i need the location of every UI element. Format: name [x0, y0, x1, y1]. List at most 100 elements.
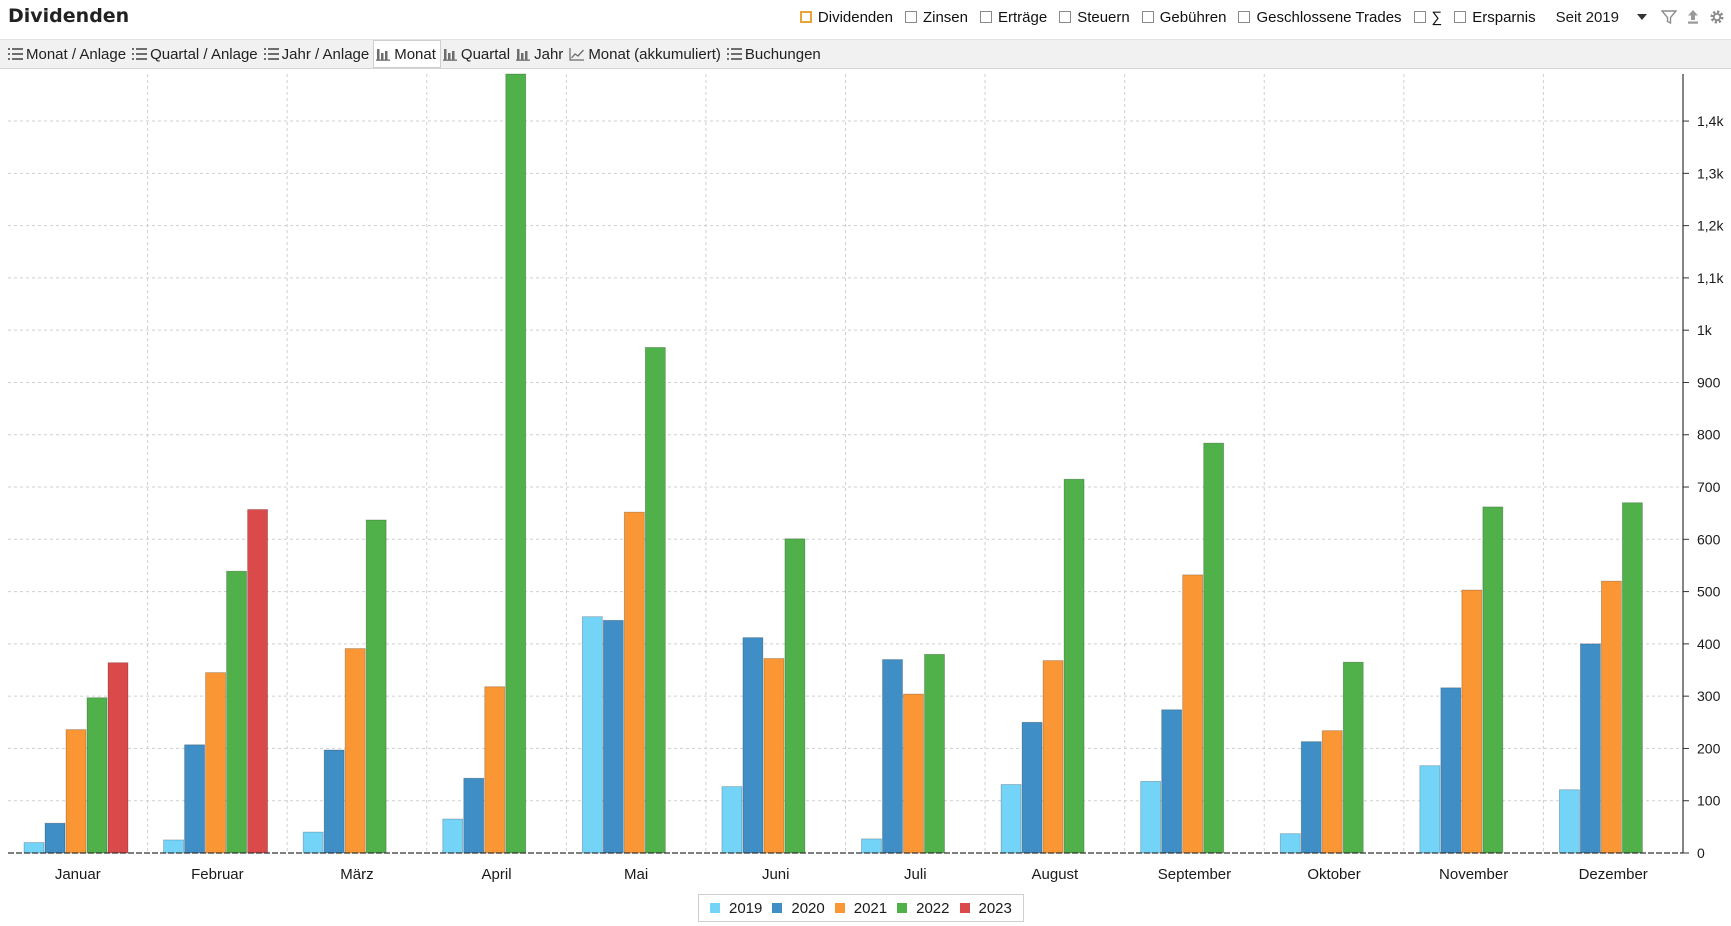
filter-label: Erträge: [998, 8, 1048, 26]
bar-februar-2020: 2020 Februar: 207: [184, 744, 205, 854]
filter-label: ∑: [1431, 8, 1443, 26]
filter-steuern[interactable]: Steuern: [1059, 9, 1130, 26]
bar-august-2021: 2021 August: 368: [1042, 660, 1064, 854]
x-tick-label: Februar: [191, 866, 244, 883]
chevron-down-icon: [1637, 14, 1647, 20]
checkbox-icon[interactable]: [1141, 11, 1154, 23]
tab-jahr-anlage[interactable]: Jahr / Anlage: [262, 40, 374, 68]
bar-september-2019: 2019 September: 137: [1140, 780, 1162, 854]
bar-april-2021: 2021 April: 318: [484, 686, 506, 854]
filter-dividenden[interactable]: Dividenden: [799, 8, 893, 26]
bar-juli-2020: 2020 Juli: 370: [882, 659, 903, 854]
bar-september-2021: 2021 September: 532: [1182, 574, 1204, 854]
bar-chart-icon: [516, 49, 531, 61]
tab-buchungen[interactable]: Buchungen: [725, 40, 825, 68]
bar-juli-2022: 2022 Juli: 380: [924, 653, 945, 854]
checkbox-icon[interactable]: [1059, 11, 1072, 23]
bar-november-2019: 2019 November: 167: [1419, 765, 1441, 854]
legend-item-2022[interactable]: 2022: [897, 899, 950, 917]
tab-monat[interactable]: Monat: [373, 40, 441, 68]
x-tick-label: Juni: [762, 866, 790, 883]
legend-swatch: [959, 903, 970, 913]
y-tick-label: 1,3k: [1697, 165, 1724, 181]
bar-januar-2023: 2023 Januar: 364: [107, 662, 129, 854]
tab-label: Jahr / Anlage: [281, 45, 370, 63]
tab-monat-akkumuliert[interactable]: Monat (akkumuliert): [567, 40, 725, 68]
bar-november-2021: 2021 November: 503: [1461, 589, 1483, 854]
checkbox-icon[interactable]: [1413, 11, 1426, 23]
filter-ersparnis[interactable]: Ersparnis: [1454, 8, 1536, 26]
y-tick-label: 700: [1697, 479, 1721, 495]
legend-label: 2021: [853, 899, 888, 917]
tab-label: Jahr: [534, 45, 564, 63]
bar-märz-2019: 2019 März: 40: [302, 831, 324, 854]
bar-mai-2019: 2019 Mai: 452: [581, 616, 603, 854]
bar-chart-icon: [376, 49, 391, 61]
filter-icon[interactable]: [1661, 9, 1677, 25]
x-tick-label: August: [1032, 866, 1080, 883]
period-dropdown[interactable]: Seit 2019: [1556, 9, 1647, 26]
top-bar: Dividenden Dividenden Zinsen Erträge Ste…: [0, 0, 1731, 36]
checkbox-icon[interactable]: [980, 11, 992, 23]
bar-märz-2022: 2022 März: 637: [365, 519, 387, 854]
x-tick-label: September: [1158, 866, 1231, 883]
y-tick-label: 1k: [1697, 322, 1713, 338]
bar-april-2020: 2020 April: 143: [463, 777, 485, 854]
legend-label: 2020: [791, 899, 825, 917]
tab-jahr[interactable]: Jahr: [514, 40, 567, 68]
bar-oktober-2020: 2020 Oktober: 213: [1300, 741, 1322, 854]
legend-item-2019[interactable]: 2019: [710, 900, 762, 917]
legend-label: 2022: [916, 899, 950, 917]
tab-quartal-anlage[interactable]: Quartal / Anlage: [130, 40, 262, 68]
bar-september-2020: 2020 September: 274: [1161, 709, 1183, 854]
tab-monat-anlage[interactable]: Monat / Anlage: [6, 40, 130, 68]
bar-märz-2020: 2020 März: 197: [323, 749, 345, 854]
bar-januar-2022: 2022 Januar: 297: [86, 697, 108, 854]
x-tick-label: Mai: [624, 866, 648, 883]
tab-quartal[interactable]: Quartal: [441, 40, 514, 68]
tab-label: Monat (akkumuliert): [588, 45, 721, 63]
y-tick-label: 300: [1697, 688, 1721, 704]
bar-februar-2021: 2021 Februar: 345: [205, 672, 226, 854]
legend-swatch: [897, 903, 908, 913]
bar-dezember-2022: 2022 Dezember: 670: [1622, 502, 1643, 854]
x-tick-label: März: [340, 866, 373, 883]
legend-swatch: [834, 903, 845, 913]
settings-icon[interactable]: [1709, 9, 1725, 25]
bar-juni-2020: 2020 Juni: 412: [742, 637, 764, 854]
bar-dezember-2021: 2021 Dezember: 520: [1601, 580, 1622, 854]
filter-zinsen[interactable]: Zinsen: [904, 9, 968, 26]
bar-juli-2019: 2019 Juli: 27: [861, 838, 882, 854]
checkbox-icon[interactable]: [904, 11, 917, 23]
checkbox-icon[interactable]: [1238, 11, 1251, 23]
legend-item-2020[interactable]: 2020: [772, 899, 825, 917]
bar-august-2022: 2022 August: 715: [1063, 478, 1085, 854]
legend-item-2023[interactable]: 2023: [959, 900, 1012, 917]
list-icon: [8, 48, 23, 60]
checkbox-icon[interactable]: [1454, 11, 1467, 23]
bar-mai-2020: 2020 Mai: 445: [602, 619, 624, 854]
filter-gebuehren[interactable]: Gebühren: [1141, 8, 1227, 26]
filter-summe[interactable]: ∑: [1413, 8, 1443, 26]
bar-juni-2019: 2019 Juni: 127: [721, 786, 743, 854]
y-tick-label: 600: [1697, 531, 1721, 547]
filter-ertraege[interactable]: Erträge: [980, 9, 1047, 26]
bar-september-2022: 2022 September: 784: [1203, 442, 1225, 854]
filter-label: Dividenden: [817, 8, 893, 26]
period-label: Seit 2019: [1555, 8, 1619, 26]
filter-label: Geschlossene Trades: [1256, 8, 1402, 26]
bar-dezember-2020: 2020 Dezember: 400: [1580, 643, 1601, 854]
y-tick-label: 1,1k: [1697, 270, 1724, 286]
legend-item-2021[interactable]: 2021: [834, 899, 888, 917]
bar-april-2022: 2022 April: 1490: [505, 73, 527, 854]
bar-februar-2023: 2023 Februar: 657: [247, 509, 268, 854]
filter-label: Ersparnis: [1472, 8, 1536, 26]
filter-label: Gebühren: [1159, 8, 1227, 26]
export-icon[interactable]: [1685, 9, 1701, 25]
checkbox-icon[interactable]: [799, 11, 812, 23]
tab-label: Monat: [394, 45, 436, 63]
bar-märz-2021: 2021 März: 391: [344, 648, 366, 854]
bar-oktober-2019: 2019 Oktober: 37: [1279, 833, 1301, 854]
filter-geschlossene-trades[interactable]: Geschlossene Trades: [1238, 8, 1402, 26]
